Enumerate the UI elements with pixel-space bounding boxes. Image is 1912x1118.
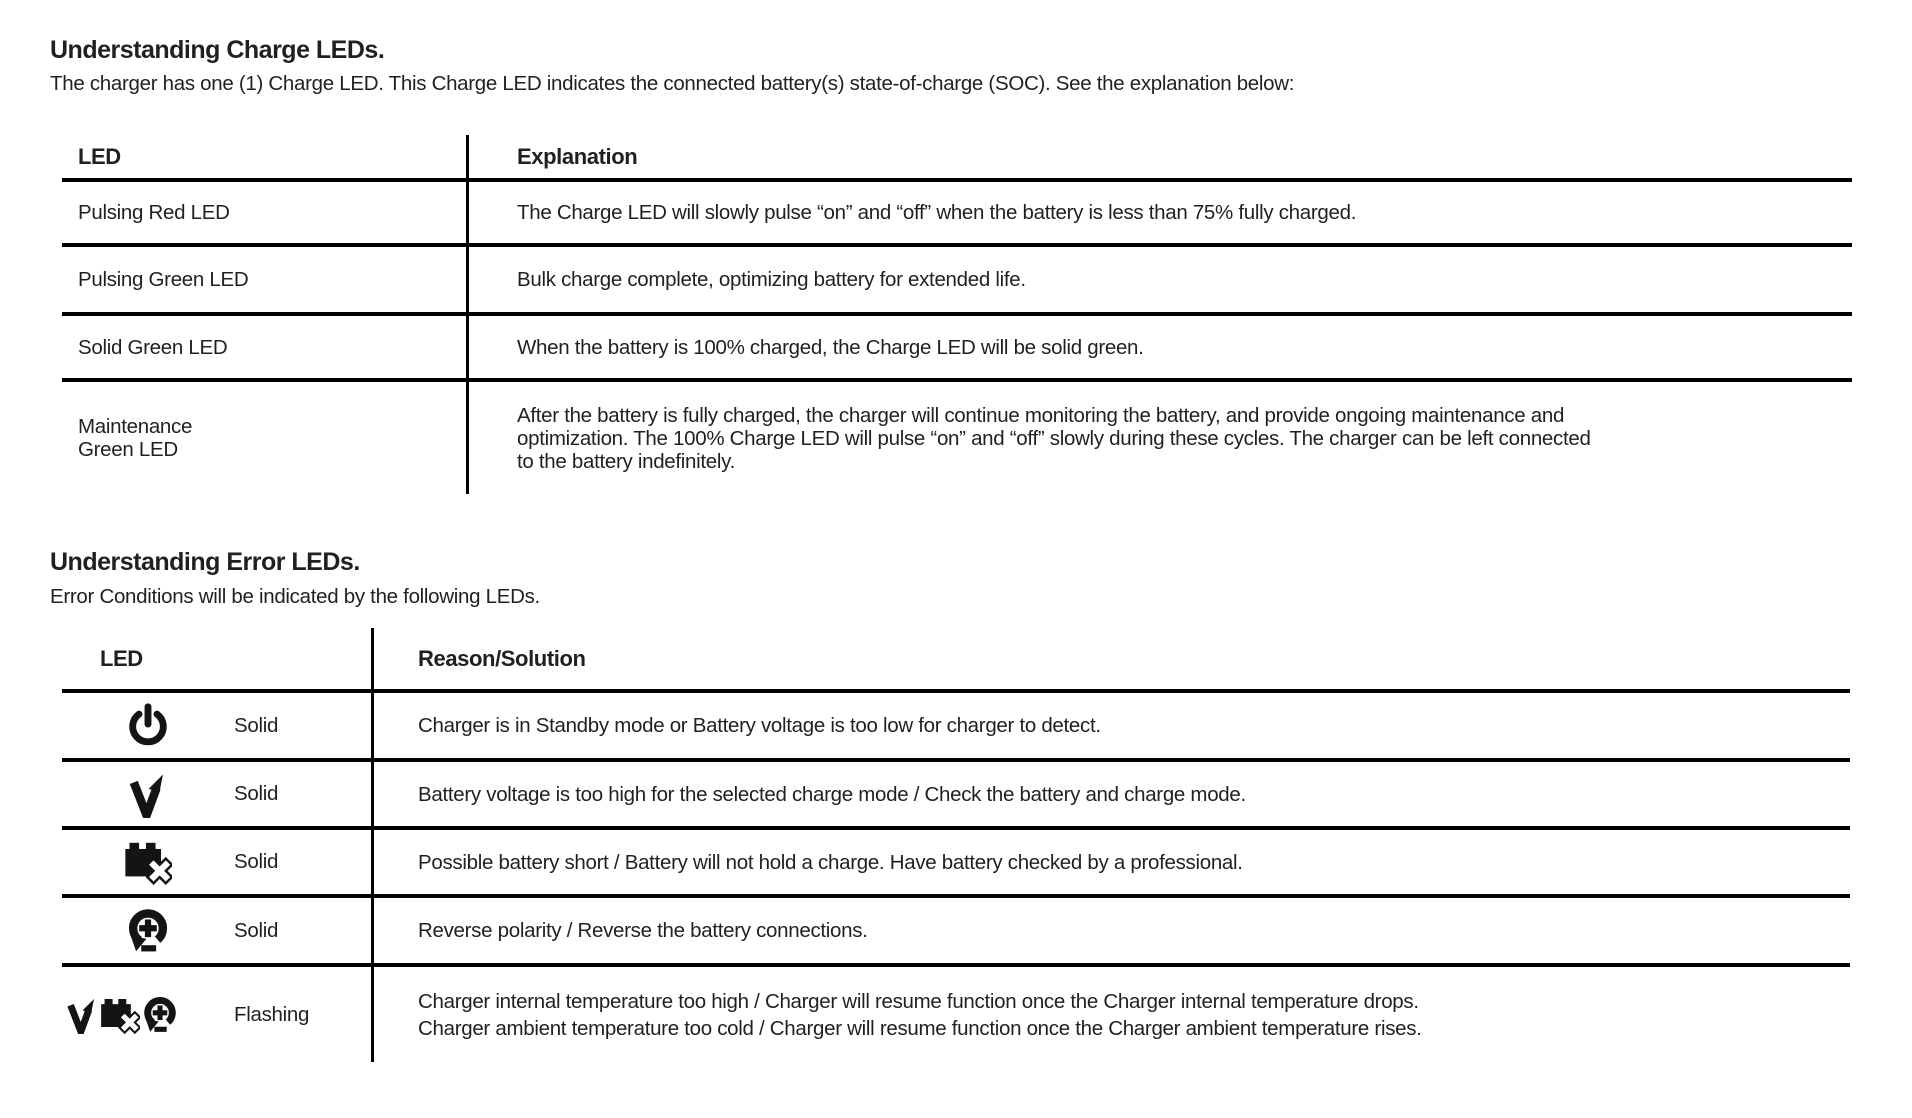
led-behavior-label: Solid: [234, 918, 279, 942]
battery-fault-icon: [124, 841, 172, 885]
reason-solution: Charger is in Standby mode or Battery vo…: [371, 693, 1850, 758]
voltage-icon: [128, 771, 168, 818]
led-behavior-label: Flashing: [234, 1002, 310, 1026]
led-state-label: Solid Green LED: [78, 335, 228, 359]
led-explanation: After the battery is fully charged, the …: [466, 382, 1852, 494]
reason-solution: Reverse polarity / Reverse the battery c…: [371, 898, 1850, 963]
reverse-polarity-icon: [142, 996, 178, 1034]
reason-solution: Charger internal temperature too high / …: [371, 967, 1850, 1062]
voltage-icon: [66, 996, 98, 1034]
explanation-line: optimization. The 100% Charge LED will p…: [517, 426, 1591, 450]
power-icon: [125, 703, 171, 749]
table-row: Pulsing Red LED The Charge LED will slow…: [62, 182, 1852, 247]
explanation-line: After the battery is fully charged, the …: [517, 403, 1565, 427]
led-state-line: Green LED: [78, 438, 178, 461]
error-table-header-row: LED Reason/Solution: [62, 628, 1850, 693]
led-explanation: The Charge LED will slowly pulse “on” an…: [466, 182, 1852, 243]
reason-solution: Possible battery short / Battery will no…: [371, 830, 1850, 894]
reverse-polarity-icon: [126, 908, 170, 954]
table-row: Solid Reverse polarity / Reverse the bat…: [62, 898, 1850, 967]
charge-table-explanation-header: Explanation: [466, 135, 1852, 178]
charge-table-header-row: LED Explanation: [62, 135, 1852, 182]
table-row: Solid Possible battery short / Battery w…: [62, 830, 1850, 898]
reason-line: Charger ambient temperature too cold / C…: [418, 1016, 1422, 1040]
led-state-label: Pulsing Red LED: [78, 201, 230, 224]
explanation-line: to the battery indefinitely.: [517, 449, 735, 473]
led-behavior-label: Solid: [234, 713, 279, 737]
reason-line: Charger internal temperature too high / …: [418, 989, 1419, 1013]
charge-led-table: LED Explanation Pulsing Red LED The Char…: [62, 135, 1852, 494]
error-table-reason-header: Reason/Solution: [371, 628, 1850, 689]
reason-solution: Battery voltage is too high for the sele…: [371, 762, 1850, 826]
charge-section-title: Understanding Charge LEDs.: [50, 36, 385, 64]
led-behavior-label: Solid: [234, 850, 279, 873]
led-explanation: Bulk charge complete, optimizing battery…: [466, 247, 1852, 312]
error-led-table: LED Reason/Solution Solid Charger is in …: [62, 628, 1850, 1062]
error-table-led-header: LED: [100, 645, 143, 671]
led-state-label: Pulsing Green LED: [78, 268, 249, 291]
charge-section-intro: The charger has one (1) Charge LED. This…: [50, 72, 1295, 95]
led-state-label: Maintenance Green LED: [62, 382, 466, 494]
error-section-title: Understanding Error LEDs.: [50, 548, 360, 576]
table-row: Pulsing Green LED Bulk charge complete, …: [62, 247, 1852, 316]
table-row: Flashing Charger internal temperature to…: [62, 967, 1850, 1062]
error-section-intro: Error Conditions will be indicated by th…: [50, 585, 540, 608]
battery-fault-icon: [100, 997, 140, 1034]
table-row: Solid Battery voltage is too high for th…: [62, 762, 1850, 830]
table-row: Maintenance Green LED After the battery …: [62, 382, 1852, 494]
led-explanation: When the battery is 100% charged, the Ch…: [466, 316, 1852, 378]
led-state-line: Maintenance: [78, 415, 193, 438]
table-row: Solid Green LED When the battery is 100%…: [62, 316, 1852, 382]
charge-table-led-header: LED: [78, 143, 121, 169]
led-behavior-label: Solid: [234, 782, 279, 805]
table-row: Solid Charger is in Standby mode or Batt…: [62, 693, 1850, 762]
